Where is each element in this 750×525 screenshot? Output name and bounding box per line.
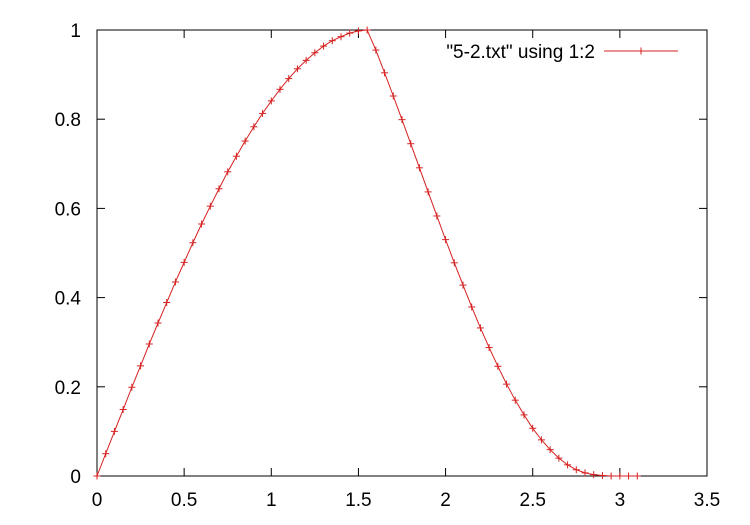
data-point <box>511 396 519 404</box>
data-point <box>459 281 467 289</box>
data-point <box>354 27 362 35</box>
data-point <box>276 85 284 93</box>
x-tick-label: 2.5 <box>520 490 546 511</box>
data-point <box>529 424 537 432</box>
x-tick-label: 2 <box>440 490 451 511</box>
data-point <box>119 406 127 414</box>
x-tick-label: 1 <box>266 490 277 511</box>
y-tick-label: 0.6 <box>55 199 81 220</box>
data-point <box>598 472 606 480</box>
x-tick-label: 1.5 <box>345 490 371 511</box>
data-point <box>241 137 249 145</box>
data-point <box>433 212 441 220</box>
y-tick-label: 0.4 <box>55 289 82 310</box>
data-point <box>546 446 554 454</box>
y-tick-label: 0.8 <box>55 110 81 131</box>
data-point <box>198 220 206 228</box>
data-point <box>381 69 389 77</box>
data-point <box>137 362 145 370</box>
data-point <box>424 188 432 196</box>
y-tick-label: 0 <box>70 467 81 488</box>
data-point <box>625 472 633 480</box>
x-tick-label: 3.5 <box>694 490 720 511</box>
legend: "5-2.txt" using 1:2 <box>446 42 678 63</box>
data-point <box>633 472 641 480</box>
data-point <box>468 303 476 311</box>
data-point <box>285 75 293 83</box>
data-point <box>302 56 310 64</box>
data-point <box>215 185 223 193</box>
data-point <box>372 46 380 54</box>
data-point <box>180 258 188 266</box>
data-point <box>128 383 136 391</box>
data-point <box>485 344 493 352</box>
data-point <box>110 427 118 435</box>
data-point <box>572 466 580 474</box>
data-point <box>189 239 197 247</box>
data-point <box>450 259 458 267</box>
y-tick-label: 0.2 <box>55 378 81 399</box>
data-point <box>389 92 397 100</box>
data-point <box>102 450 110 458</box>
data-point <box>590 471 598 479</box>
data-point <box>154 319 162 327</box>
data-point <box>311 49 319 57</box>
data-point <box>520 411 528 419</box>
data-point <box>442 236 450 244</box>
x-tick-label: 0 <box>92 490 103 511</box>
data-point <box>232 152 240 160</box>
legend-label: "5-2.txt" using 1:2 <box>446 42 595 63</box>
data-point <box>206 202 214 210</box>
data-point <box>616 472 624 480</box>
data-point <box>607 472 615 480</box>
data-point <box>581 469 589 477</box>
data-point <box>145 340 153 348</box>
tick-labels: 0 0.5 1 1.5 2 2.5 3 3.5 0 0.2 0.4 0.6 0.8 1 <box>55 21 721 511</box>
data-point <box>337 33 345 41</box>
data-point <box>555 454 563 462</box>
data-point <box>320 42 328 50</box>
data-point <box>494 362 502 370</box>
data-point <box>363 26 371 34</box>
data-point <box>398 116 406 124</box>
data-point <box>250 123 258 131</box>
data-point <box>407 140 415 148</box>
series-line <box>96 29 638 477</box>
data-point <box>476 324 484 332</box>
data-point <box>346 29 354 37</box>
data-point <box>224 168 232 176</box>
data-point <box>328 37 336 45</box>
x-tick-label: 0.5 <box>171 490 197 511</box>
series-layer <box>93 26 641 480</box>
data-point <box>503 380 511 388</box>
data-point <box>93 472 101 480</box>
data-point <box>163 299 171 307</box>
x-tick-label: 3 <box>615 490 626 511</box>
y-tick-label: 1 <box>70 21 81 42</box>
legend-marker <box>637 47 645 55</box>
data-point <box>537 436 545 444</box>
plot-frame <box>96 29 708 477</box>
data-point <box>564 461 572 469</box>
data-point <box>267 97 275 105</box>
data-point <box>259 109 267 117</box>
data-point <box>293 65 301 73</box>
data-point <box>415 164 423 172</box>
data-point <box>171 278 179 286</box>
